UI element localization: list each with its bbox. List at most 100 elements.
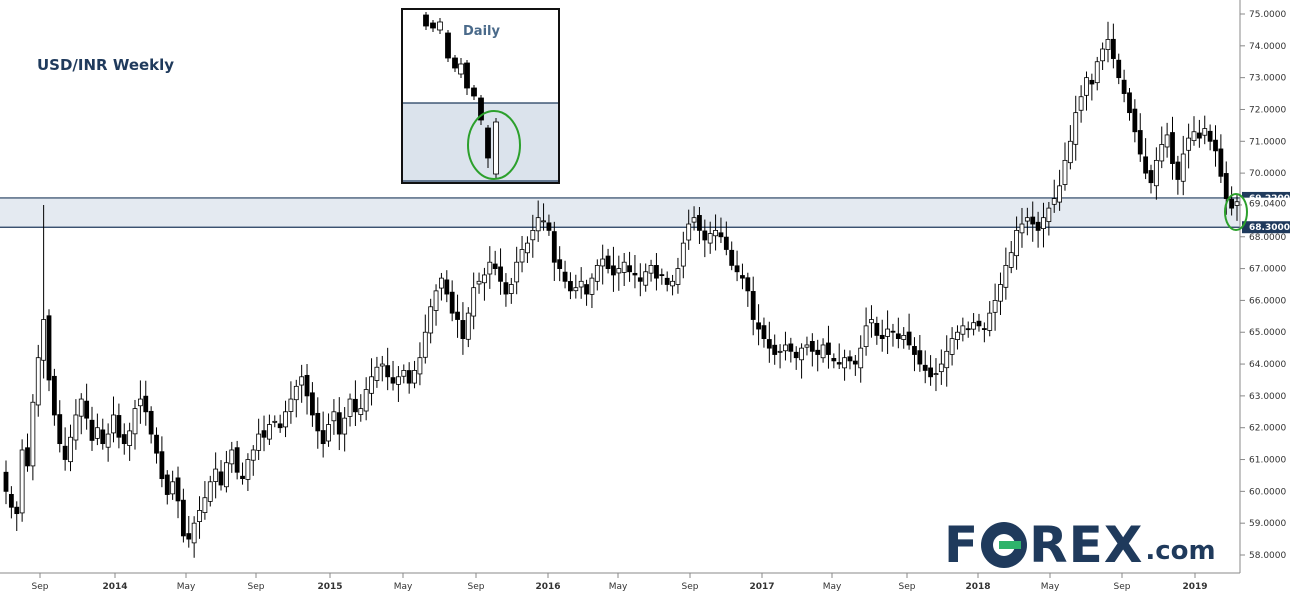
candle-body <box>981 328 987 330</box>
candle-body <box>1008 252 1014 268</box>
candle-body <box>777 350 783 353</box>
candle-body <box>949 338 955 355</box>
candle-body <box>213 468 219 482</box>
candle-body <box>691 217 697 223</box>
x-tick-label: May <box>1041 582 1060 592</box>
candle-body <box>1207 130 1213 142</box>
candle-body <box>1046 207 1052 223</box>
candle-body <box>546 222 552 231</box>
candle-body <box>643 271 649 286</box>
candle-body <box>14 506 20 515</box>
candle-body <box>718 232 724 238</box>
candle-body <box>1180 153 1186 182</box>
candle-body <box>240 475 245 480</box>
candle-body <box>331 411 337 422</box>
candle-body <box>648 265 654 274</box>
candle-body <box>1057 185 1063 203</box>
candle-body <box>1186 137 1192 151</box>
candle-body <box>906 331 912 346</box>
candle-body <box>1148 170 1154 184</box>
candle-body <box>422 331 428 358</box>
candle-body <box>197 510 202 523</box>
candle-body <box>541 220 546 223</box>
candle-body <box>562 271 568 282</box>
candle-body <box>476 280 482 285</box>
candle-body <box>605 255 611 269</box>
logo-suffix: .com <box>1145 536 1216 566</box>
candle-body <box>874 322 880 336</box>
candle-body <box>869 319 874 324</box>
candle-body <box>960 325 966 335</box>
candle-body <box>154 434 159 454</box>
candle-body <box>1127 92 1132 114</box>
candle-body <box>1234 201 1240 206</box>
inset-circle <box>467 110 521 180</box>
candle-body <box>611 265 616 276</box>
candle-body <box>740 275 745 279</box>
candle-body <box>858 347 864 369</box>
x-tick-label: 2015 <box>317 582 342 592</box>
candle-body <box>299 376 305 386</box>
candle-body <box>1121 79 1127 94</box>
candle-body <box>100 429 106 445</box>
candle-body <box>1116 59 1122 79</box>
candle-body <box>234 447 240 473</box>
candle-body <box>41 319 47 361</box>
candle-body <box>756 322 761 330</box>
candle-body <box>584 284 589 295</box>
candle-body <box>568 281 573 292</box>
y-axis-ticks: 75.0000 74.0000 73.0000 72.0000 71.0000 70.00… <box>1240 10 1286 561</box>
candle-body <box>879 334 885 340</box>
candle-body <box>594 265 600 282</box>
candle-body <box>132 408 138 435</box>
candle-body <box>928 367 933 378</box>
candle-body <box>955 331 960 340</box>
price-tag-current <box>1242 197 1290 210</box>
candle-body <box>965 328 971 331</box>
candle-body <box>390 377 396 384</box>
y-tick-label: 58.0000 <box>1249 551 1286 561</box>
candle-body <box>1153 159 1159 187</box>
y-tick-label: 70.0000 <box>1249 169 1286 179</box>
candle-body <box>315 412 321 432</box>
candle-body <box>1191 131 1197 142</box>
candle-body <box>901 335 907 340</box>
candle-body <box>1229 198 1235 209</box>
candle-body <box>912 346 917 355</box>
y-tick-label: 63.0000 <box>1249 392 1286 402</box>
candle-body <box>1218 148 1224 177</box>
y-tick-label: 65.0000 <box>1249 328 1286 338</box>
x-tick-label: Sep <box>468 582 485 592</box>
candle-body <box>627 265 632 273</box>
candle-body <box>30 401 36 467</box>
candle-body <box>449 291 455 314</box>
candle-body <box>702 230 708 241</box>
candle-body <box>207 481 213 502</box>
x-tick-label: May <box>394 582 413 592</box>
inset-candle-body <box>471 87 477 97</box>
candle-body <box>1213 139 1218 152</box>
candle-body <box>664 277 670 285</box>
candle-body <box>799 347 804 361</box>
candle-body <box>632 272 638 276</box>
candle-body <box>783 344 788 352</box>
forex-logo: F REX .com <box>944 518 1216 570</box>
candle-body <box>455 311 460 320</box>
candle-body <box>89 419 95 441</box>
candle-body <box>659 274 665 277</box>
candle-body <box>186 533 192 540</box>
candle-body <box>326 424 331 442</box>
candle-body <box>433 290 439 311</box>
inset-candle-body <box>452 57 458 69</box>
candle-body <box>938 363 944 373</box>
candle-body <box>621 261 627 273</box>
candle-body <box>842 357 847 369</box>
candle-body <box>836 362 842 365</box>
candle-body <box>1030 216 1036 225</box>
candle-body <box>1041 217 1046 230</box>
candle-body <box>745 277 751 292</box>
y-tick-label: 61.0000 <box>1249 456 1286 466</box>
candle-body <box>1223 173 1229 199</box>
